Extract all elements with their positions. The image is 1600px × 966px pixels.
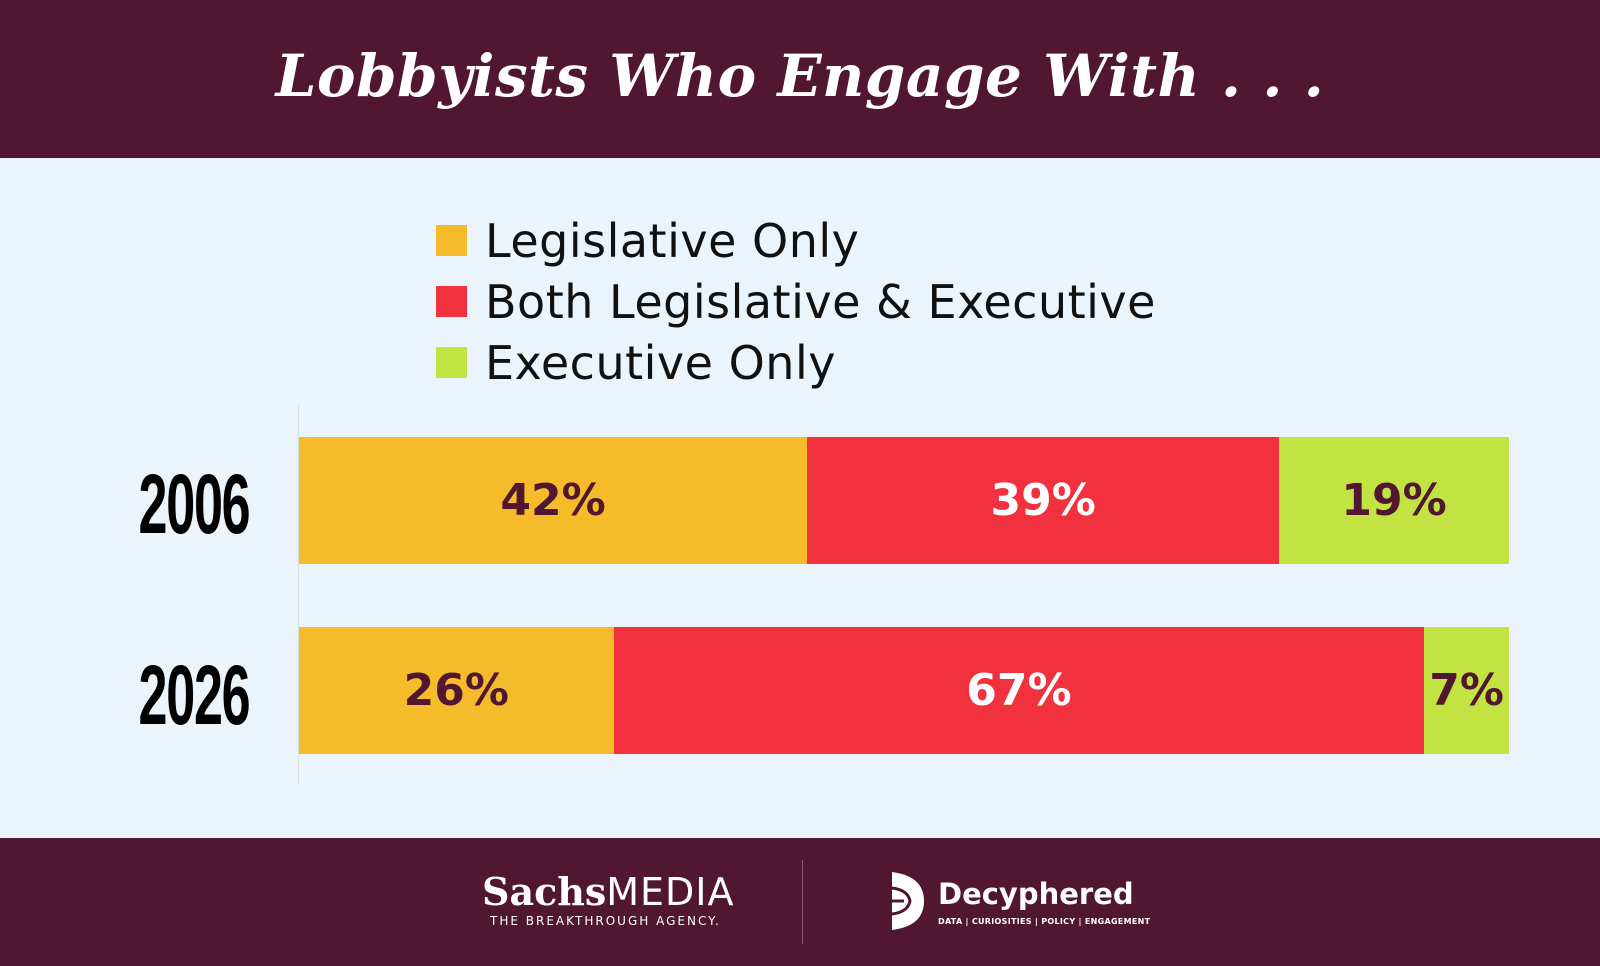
sachsmedia-tagline: THE BREAKTHROUGH AGENCY. — [490, 914, 721, 928]
media-wordmark: MEDIA — [606, 870, 735, 914]
legend-label: Legislative Only — [485, 213, 860, 268]
sachsmedia-wordmark: SachsMEDIA — [482, 869, 735, 914]
bar-data-label: 7% — [1429, 665, 1504, 716]
legend-swatch — [436, 225, 467, 256]
legend-item-executive-only: Executive Only — [436, 332, 1156, 393]
bar-data-label: 39% — [990, 475, 1096, 526]
legend-item-both: Both Legislative & Executive — [436, 271, 1156, 332]
category-axis-line — [298, 405, 299, 785]
legend-swatch — [436, 286, 467, 317]
footer-banner: SachsMEDIA THE BREAKTHROUGH AGENCY. Decy… — [0, 838, 1600, 966]
bar-segment: 67% — [613, 627, 1425, 754]
decyphered-logo: Decyphered DATA | CURIOSITIES | POLICY |… — [888, 868, 1150, 934]
decyphered-wordmark: Decyphered — [938, 876, 1134, 911]
sachs-wordmark-bold: Sachs — [482, 869, 607, 914]
legend-item-legislative-only: Legislative Only — [436, 210, 1156, 271]
category-label-2026: 2026 — [138, 648, 251, 742]
category-label-2006: 2006 — [138, 457, 251, 551]
legend: Legislative Only Both Legislative & Exec… — [436, 210, 1156, 393]
footer-divider — [802, 860, 803, 944]
legend-swatch — [436, 347, 467, 378]
bar-segment: 42% — [299, 437, 808, 564]
bar-segment: 19% — [1279, 437, 1509, 564]
legend-label: Executive Only — [485, 335, 836, 390]
bar-data-label: 67% — [966, 665, 1072, 716]
bar-data-label: 42% — [500, 475, 606, 526]
bar-segment: 7% — [1424, 627, 1509, 754]
bar-row-2006: 42% 39% 19% — [299, 437, 1509, 564]
bar-data-label: 26% — [403, 665, 509, 716]
header-banner: Lobbyists Who Engage With . . . — [0, 0, 1600, 158]
decyphered-mark-icon — [891, 872, 924, 930]
bar-segment: 26% — [299, 627, 614, 754]
bar-data-label: 19% — [1341, 475, 1447, 526]
sachsmedia-logo: SachsMEDIA THE BREAKTHROUGH AGENCY. — [482, 869, 735, 929]
chart-title: Lobbyists Who Engage With . . . — [275, 42, 1325, 110]
bar-segment: 39% — [807, 437, 1280, 564]
decyphered-tagline: DATA | CURIOSITIES | POLICY | ENGAGEMENT — [938, 916, 1151, 926]
legend-label: Both Legislative & Executive — [485, 274, 1156, 329]
bar-row-2026: 26% 67% 7% — [299, 627, 1509, 754]
